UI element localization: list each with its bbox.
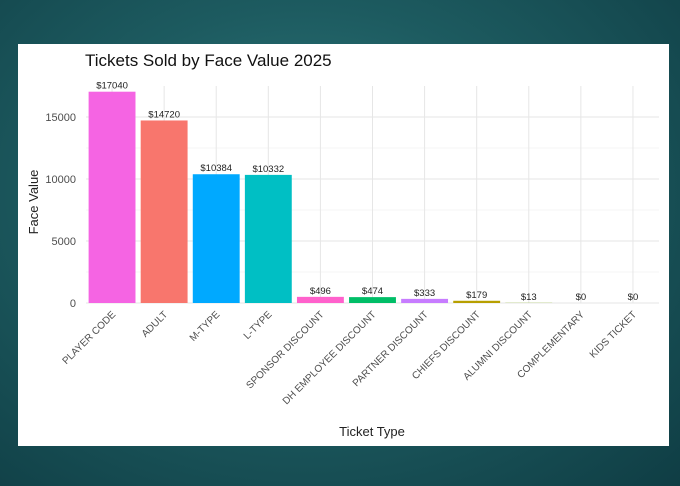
x-tick-label: KIDS TICKET	[588, 309, 639, 360]
data-label: $0	[576, 292, 587, 303]
data-label: $10332	[252, 164, 284, 175]
bar-adult	[140, 120, 188, 303]
y-tick-label: 0	[70, 298, 76, 310]
x-tick-label: L-TYPE	[242, 309, 275, 342]
x-tick-label: M-TYPE	[188, 309, 223, 344]
y-axis-title: Face Value	[26, 170, 41, 235]
data-labels: $17040 $14720 $10384 $10332 $496 $474 $333 $179…	[96, 81, 638, 303]
bar-player-code	[88, 91, 136, 303]
data-label: $14720	[148, 109, 180, 120]
bar-partner-discount	[401, 298, 449, 303]
bar-chart: Tickets Sold by Face Value 2025 $17040$1…	[26, 51, 659, 439]
x-tick-label: DH EMPLOYEE DISCOUNT	[281, 309, 379, 407]
data-label: $474	[362, 286, 383, 297]
chart-title: Tickets Sold by Face Value 2025	[85, 51, 332, 70]
x-tick-label: PLAYER CODE	[61, 309, 119, 367]
bar-sponsor-discount	[296, 296, 344, 303]
data-label: $0	[628, 292, 639, 303]
bar-chiefs-discount	[453, 300, 501, 303]
x-axis-title: Ticket Type	[339, 424, 405, 439]
y-tick-label: 10000	[45, 174, 76, 186]
bar-m-type	[192, 174, 240, 303]
data-label: $10384	[200, 163, 232, 174]
bar-l-type	[244, 174, 292, 303]
chart-card: Tickets Sold by Face Value 2025 $17040 $1…	[18, 44, 669, 446]
data-label: $496	[310, 286, 331, 297]
y-tick-label: 5000	[52, 236, 76, 248]
bar-series	[88, 91, 553, 303]
data-label: $17040	[96, 81, 128, 92]
data-label: $13	[521, 292, 537, 303]
y-tick-label: 15000	[45, 112, 76, 124]
y-axis-ticks: 0 5000 10000 15000	[45, 112, 76, 310]
data-label: $333	[414, 288, 435, 299]
x-tick-label: ADULT	[140, 309, 170, 339]
bar-dh-employee-discount	[349, 297, 396, 303]
data-label: $179	[466, 290, 487, 301]
